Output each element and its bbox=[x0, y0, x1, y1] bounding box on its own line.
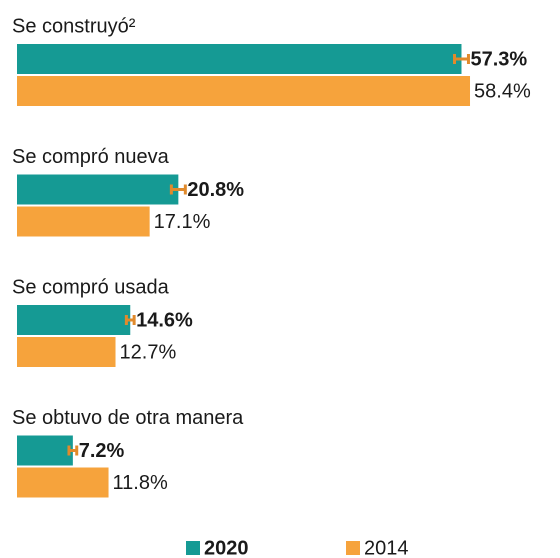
legend-label: 2020 bbox=[204, 537, 249, 558]
error-bar bbox=[453, 54, 470, 64]
value-label: 7.2% bbox=[79, 440, 125, 462]
legend-label: 2014 bbox=[364, 537, 409, 558]
value-label: 14.6% bbox=[136, 309, 193, 331]
error-bar bbox=[169, 184, 187, 195]
value-label: 17.1% bbox=[154, 211, 211, 233]
error-bar bbox=[124, 315, 136, 325]
legend-swatch bbox=[346, 541, 360, 555]
bar bbox=[17, 76, 471, 106]
bar bbox=[17, 337, 116, 367]
value-label: 11.8% bbox=[113, 472, 168, 494]
category-label: Se obtuvo de otra manera bbox=[12, 407, 244, 429]
bar bbox=[17, 467, 109, 498]
bar bbox=[17, 174, 179, 205]
bar bbox=[17, 435, 73, 466]
bar bbox=[17, 44, 462, 74]
value-label: 57.3% bbox=[470, 48, 527, 70]
value-label: 20.8% bbox=[187, 179, 244, 201]
category-label: Se compró usada bbox=[12, 276, 170, 298]
bar bbox=[17, 206, 150, 237]
bar bbox=[17, 305, 131, 335]
legend-swatch bbox=[186, 541, 200, 555]
category-label: Se compró nueva bbox=[12, 146, 170, 168]
category-label: Se construyó² bbox=[12, 15, 136, 37]
error-bar bbox=[67, 445, 79, 456]
value-label: 12.7% bbox=[120, 341, 177, 363]
value-label: 58.4% bbox=[474, 80, 531, 102]
